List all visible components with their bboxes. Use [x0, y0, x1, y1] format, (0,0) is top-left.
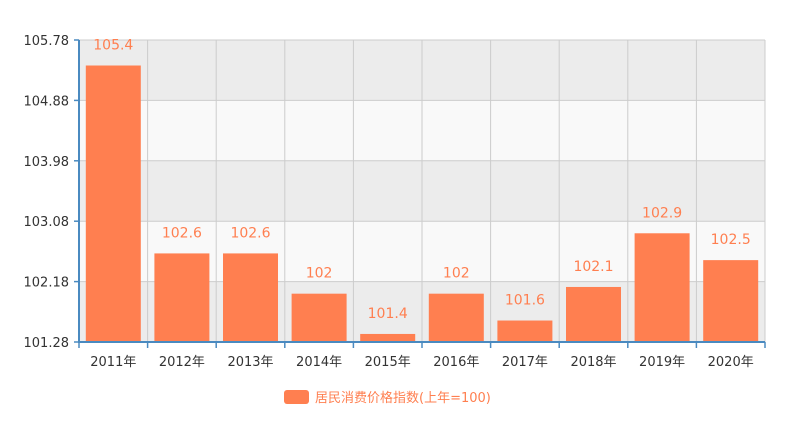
data-label: 102.6: [230, 225, 270, 241]
x-tick-label: 2018年: [570, 355, 616, 370]
x-tick-label: 2017年: [502, 355, 548, 370]
x-tick-label: 2013年: [227, 355, 273, 370]
legend-label[interactable]: 居民消费价格指数(上年=100): [315, 390, 491, 406]
x-tick-label: 2019年: [639, 355, 685, 370]
vertical-gridlines: [147, 40, 766, 342]
legend-swatch[interactable]: [284, 390, 309, 404]
x-tick-label: 2020年: [708, 355, 754, 370]
y-tick-label: 103.98: [24, 155, 70, 170]
data-label: 102.9: [642, 205, 682, 221]
data-label: 102.1: [573, 259, 613, 275]
bar[interactable]: [703, 260, 759, 342]
y-tick-label: 105.78: [24, 34, 70, 49]
bar[interactable]: [223, 253, 278, 342]
legend[interactable]: 居民消费价格指数(上年=100): [284, 390, 491, 406]
x-tick-label: 2015年: [365, 355, 411, 370]
bar[interactable]: [428, 293, 484, 342]
data-label: 102.5: [711, 232, 751, 248]
data-label: 101.4: [368, 306, 408, 322]
x-tick-label: 2011年: [90, 355, 136, 370]
bar[interactable]: [291, 293, 347, 342]
x-tick-label: 2016年: [433, 355, 479, 370]
y-axis-ticks: 101.28 102.18 103.08 103.98 104.88 105.78: [24, 34, 70, 351]
x-tick-label: 2014年: [296, 355, 342, 370]
bar[interactable]: [360, 333, 416, 342]
data-labels: 105.4 102.6 102.6 102 101.4 102 101.6 102.1 102.…: [93, 38, 750, 322]
x-axis-ticks: 2011年 2012年 2013年 2014年 2015年 2016年 2017年 2018年…: [90, 355, 753, 370]
bar[interactable]: [566, 286, 621, 342]
data-label: 102: [443, 266, 470, 282]
x-tick-label: 2012年: [159, 355, 205, 370]
y-tick-label: 103.08: [24, 215, 70, 230]
bar[interactable]: [634, 233, 690, 342]
bars: [85, 65, 759, 342]
axes: [74, 39, 766, 348]
bar[interactable]: [85, 65, 141, 342]
bar[interactable]: [497, 320, 553, 342]
y-tick-label: 104.88: [24, 94, 70, 109]
data-label: 102: [306, 266, 333, 282]
y-tick-label: 101.28: [24, 336, 70, 351]
data-label: 102.6: [162, 225, 202, 241]
data-label: 105.4: [93, 38, 133, 54]
bar[interactable]: [154, 253, 210, 342]
y-tick-label: 102.18: [24, 276, 70, 291]
data-label: 101.6: [505, 293, 545, 309]
